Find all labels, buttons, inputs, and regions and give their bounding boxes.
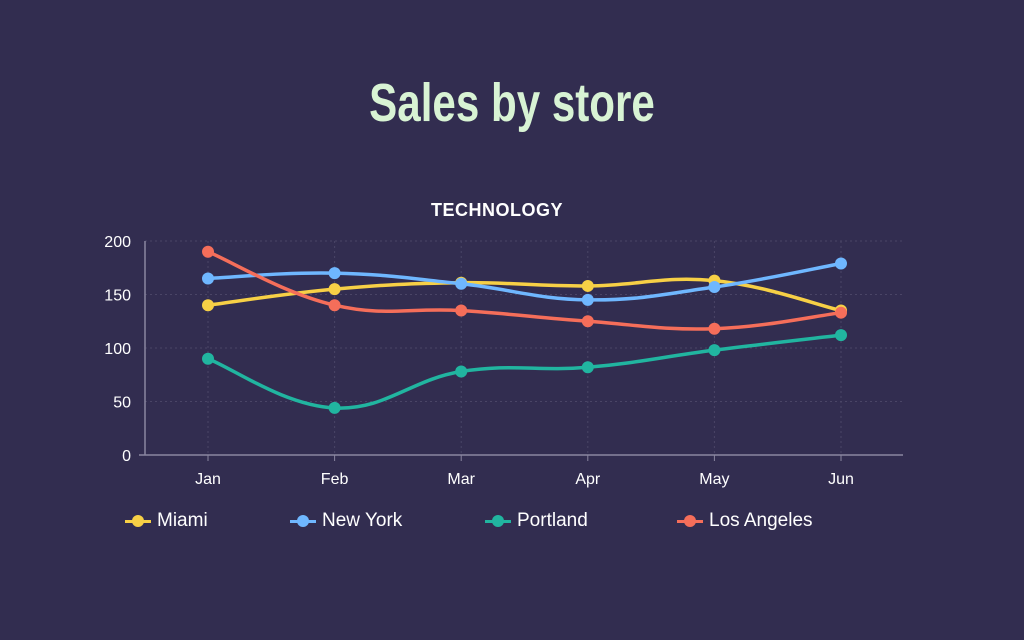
legend-marker	[290, 515, 316, 527]
x-tick-label: Jun	[828, 471, 854, 488]
legend-item-los-angeles[interactable]: Los Angeles	[677, 510, 813, 532]
data-point-los-angeles	[835, 306, 847, 319]
series-line-los-angeles	[207, 250, 842, 331]
data-point-new-york	[455, 277, 468, 290]
legend-marker	[677, 515, 703, 527]
legend-marker	[125, 515, 151, 527]
data-point-new-york	[835, 257, 847, 270]
legend-marker	[485, 515, 511, 527]
data-point-miami	[328, 283, 341, 296]
data-point-new-york	[581, 293, 594, 306]
legend-label: New York	[322, 510, 403, 531]
data-point-portland	[835, 329, 847, 342]
data-point-new-york	[708, 281, 721, 294]
data-point-portland	[708, 344, 721, 357]
x-tick-label: Jan	[195, 471, 221, 488]
y-tick-label: 200	[104, 234, 131, 251]
data-point-portland	[581, 361, 594, 374]
data-point-los-angeles	[708, 322, 721, 335]
page-title: Sales by store	[369, 73, 655, 133]
data-point-portland	[455, 365, 468, 378]
y-tick-label: 50	[113, 395, 131, 412]
data-point-miami	[581, 279, 594, 292]
legend-label: Miami	[157, 510, 208, 531]
x-tick-label: May	[699, 471, 729, 488]
legend-label: Los Angeles	[709, 510, 813, 531]
data-point-los-angeles	[202, 245, 214, 258]
y-tick-label: 0	[122, 448, 131, 465]
data-point-los-angeles	[328, 299, 341, 312]
legend-item-miami[interactable]: Miami	[125, 510, 290, 532]
data-point-portland	[202, 352, 214, 365]
data-point-portland	[328, 401, 341, 414]
data-point-new-york	[202, 272, 214, 285]
series-line-new-york	[207, 261, 842, 302]
data-point-miami	[202, 299, 214, 312]
legend-item-portland[interactable]: Portland	[485, 510, 677, 532]
x-tick-label: Feb	[321, 471, 349, 488]
series-line-portland	[207, 333, 842, 410]
y-tick-label: 150	[104, 288, 131, 305]
chart-title: TECHNOLOGY	[430, 200, 563, 220]
data-point-new-york	[328, 267, 341, 280]
data-point-los-angeles	[455, 304, 468, 317]
y-tick-label: 100	[104, 341, 131, 358]
x-tick-label: Mar	[447, 471, 475, 488]
legend-item-new-york[interactable]: New York	[290, 510, 485, 532]
x-tick-label: Apr	[575, 471, 601, 488]
legend: Miami New York Portland Los Angeles	[125, 510, 813, 532]
legend-label: Portland	[517, 510, 588, 531]
data-point-los-angeles	[581, 315, 594, 328]
